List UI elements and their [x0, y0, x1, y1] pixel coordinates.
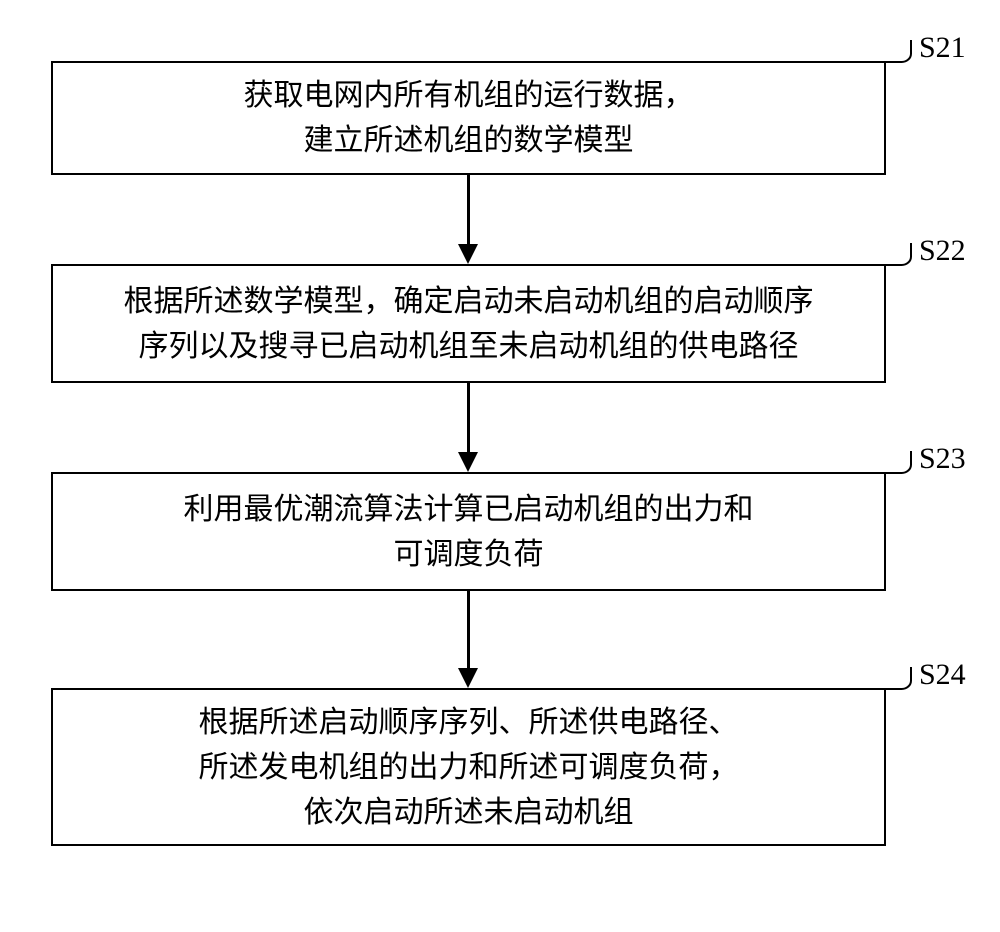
arrow-s21-s22 — [467, 175, 470, 244]
step-box-s24: 根据所述启动顺序序列、所述供电路径、 所述发电机组的出力和所述可调度负荷， 依次… — [51, 688, 886, 846]
step-box-s23: 利用最优潮流算法计算已启动机组的出力和 可调度负荷 — [51, 472, 886, 591]
arrow-s23-s24 — [467, 591, 470, 668]
leader-s23 — [886, 451, 912, 474]
leader-s21 — [886, 40, 912, 63]
step-box-s22: 根据所述数学模型，确定启动未启动机组的启动顺序 序列以及搜寻已启动机组至未启动机… — [51, 264, 886, 383]
step-label-s24: S24 — [919, 658, 966, 692]
arrow-head-s21-s22 — [458, 244, 478, 264]
step-label-s21: S21 — [919, 31, 966, 65]
step-text-s24: 根据所述启动顺序序列、所述供电路径、 所述发电机组的出力和所述可调度负荷， 依次… — [199, 700, 739, 835]
leader-s24 — [886, 667, 912, 690]
step-label-s23: S23 — [919, 442, 966, 476]
leader-s22 — [886, 243, 912, 266]
step-text-s21: 获取电网内所有机组的运行数据， 建立所述机组的数学模型 — [244, 73, 694, 163]
arrow-s22-s23 — [467, 383, 470, 452]
arrow-head-s23-s24 — [458, 668, 478, 688]
step-text-s22: 根据所述数学模型，确定启动未启动机组的启动顺序 序列以及搜寻已启动机组至未启动机… — [124, 279, 814, 369]
flowchart-canvas: 获取电网内所有机组的运行数据， 建立所述机组的数学模型 S21 根据所述数学模型… — [0, 0, 1000, 932]
step-label-s22: S22 — [919, 234, 966, 268]
step-text-s23: 利用最优潮流算法计算已启动机组的出力和 可调度负荷 — [184, 487, 754, 577]
step-box-s21: 获取电网内所有机组的运行数据， 建立所述机组的数学模型 — [51, 61, 886, 175]
arrow-head-s22-s23 — [458, 452, 478, 472]
